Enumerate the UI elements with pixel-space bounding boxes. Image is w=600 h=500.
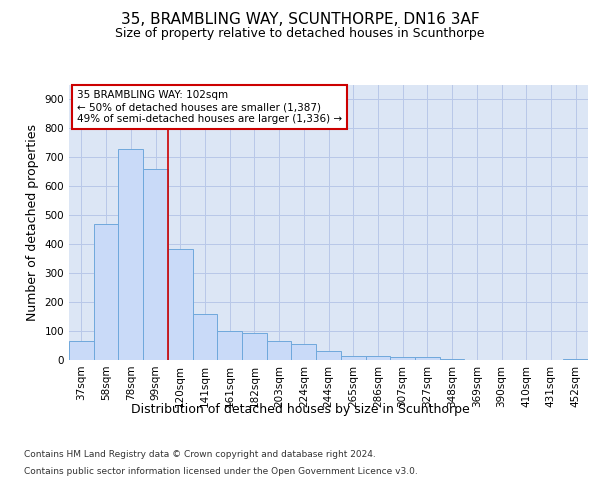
Bar [168,248,193,360]
Bar [217,331,242,360]
Bar [415,357,440,360]
Bar [440,358,464,360]
Y-axis label: Number of detached properties: Number of detached properties [26,124,39,321]
Text: Contains HM Land Registry data © Crown copyright and database right 2024.: Contains HM Land Registry data © Crown c… [24,450,376,459]
Text: Distribution of detached houses by size in Scunthorpe: Distribution of detached houses by size … [131,402,469,415]
Bar [69,341,94,360]
Bar [563,358,588,360]
Text: Size of property relative to detached houses in Scunthorpe: Size of property relative to detached ho… [115,28,485,40]
Text: 35 BRAMBLING WAY: 102sqm
← 50% of detached houses are smaller (1,387)
49% of sem: 35 BRAMBLING WAY: 102sqm ← 50% of detach… [77,90,342,124]
Bar [365,356,390,360]
Bar [193,314,217,360]
Text: 35, BRAMBLING WAY, SCUNTHORPE, DN16 3AF: 35, BRAMBLING WAY, SCUNTHORPE, DN16 3AF [121,12,479,28]
Bar [143,169,168,360]
Bar [267,341,292,360]
Bar [341,356,365,360]
Bar [94,224,118,360]
Bar [390,357,415,360]
Bar [242,332,267,360]
Text: Contains public sector information licensed under the Open Government Licence v3: Contains public sector information licen… [24,468,418,476]
Bar [118,148,143,360]
Bar [292,344,316,360]
Bar [316,352,341,360]
